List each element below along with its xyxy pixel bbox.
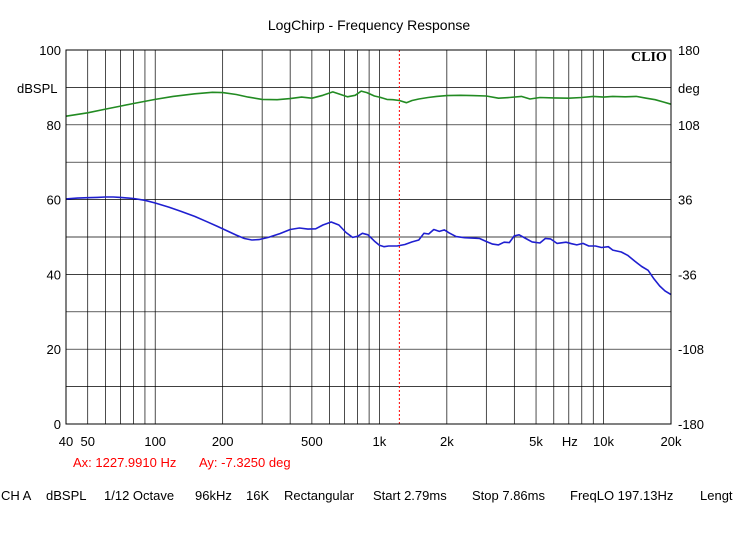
status-bar: CH A dBSPL 1/12 Octave 96kHz 16K Rectangular S…: [1, 488, 733, 503]
left-y-tick-label: 60: [47, 193, 61, 208]
status-field: Start 2.79ms: [373, 488, 447, 503]
x-tick-label: 5k: [529, 434, 543, 449]
plot-grid: [66, 50, 671, 424]
status-field: 1/12 Octave: [104, 488, 174, 503]
right-y-tick-label: -36: [678, 267, 697, 282]
series-line-2: [65, 196, 672, 296]
axis-labels: 40 50 100 200 500 1k 2k 5k 10k 20k Hz 0 20 40 60 80 100 -…: [39, 43, 704, 449]
series-line-1: [65, 90, 672, 117]
status-field: Rectangular: [284, 488, 355, 503]
x-tick-label: 20k: [661, 434, 682, 449]
series-layer: [65, 90, 672, 296]
right-y-tick-label: -108: [678, 342, 704, 357]
x-tick-label: 1k: [372, 434, 386, 449]
status-field: 96kHz: [195, 488, 232, 503]
clio-logo: CLIO: [631, 50, 667, 65]
right-y-tick-label: -180: [678, 417, 704, 432]
status-field: 16K: [246, 488, 269, 503]
x-tick-label: 200: [212, 434, 234, 449]
status-field: Lengt: [700, 488, 733, 503]
x-tick-label: 100: [144, 434, 166, 449]
chart-title: LogChirp - Frequency Response: [268, 17, 471, 33]
status-field: dBSPL: [46, 488, 86, 503]
x-tick-label: 2k: [440, 434, 454, 449]
x-tick-label: 50: [80, 434, 94, 449]
right-y-tick-label: 180: [678, 43, 700, 58]
x-tick-label: 40: [59, 434, 73, 449]
status-field: Stop 7.86ms: [472, 488, 545, 503]
left-y-tick-label: 0: [54, 417, 61, 432]
status-field: CH A: [1, 488, 32, 503]
left-y-tick-label: 100: [39, 43, 61, 58]
right-y-tick-label: 108: [678, 118, 700, 133]
x-tick-label: 10k: [593, 434, 614, 449]
left-y-tick-label: 20: [47, 342, 61, 357]
cursor-ay-readout: Ay: -7.3250 deg: [199, 455, 291, 470]
right-y-tick-label: 36: [678, 193, 692, 208]
left-y-tick-label: 40: [47, 267, 61, 282]
left-y-tick-label: 80: [47, 118, 61, 133]
cursor-ax-readout: Ax: 1227.9910 Hz: [73, 455, 176, 470]
plot-frame: [65, 49, 672, 425]
x-axis-unit: Hz: [562, 434, 578, 449]
x-tick-label: 500: [301, 434, 323, 449]
left-axis-unit: dBSPL: [17, 81, 57, 96]
right-axis-unit: deg: [678, 81, 700, 96]
status-field: FreqLO 197.13Hz: [570, 488, 673, 503]
